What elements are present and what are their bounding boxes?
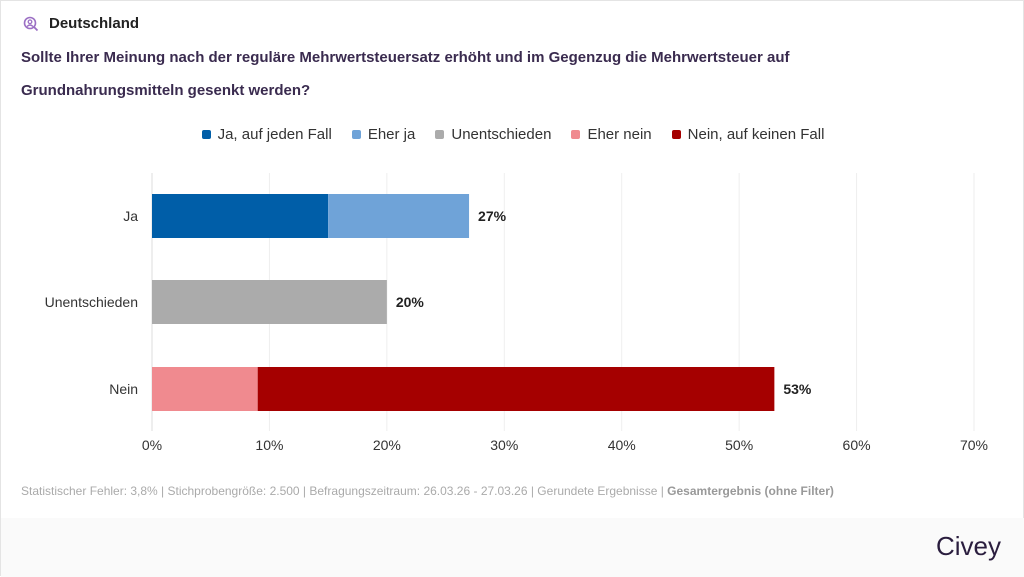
user-search-icon — [23, 16, 39, 31]
category-label: Nein — [109, 381, 138, 397]
legend-swatch — [435, 130, 445, 139]
legend-swatch — [201, 130, 211, 139]
category-label: Ja — [123, 208, 138, 224]
total-label: 20% — [396, 294, 425, 310]
x-tick-label: 30% — [490, 437, 518, 453]
chart: 0% 10% 20% 30% 40% 50% 60% 70% Ja 27% Unentschiede… — [45, 173, 988, 453]
legend-item[interactable]: Eher ja — [351, 126, 416, 143]
footer-filter: Gesamtergebnis (ohne Filter) — [667, 484, 834, 498]
x-tick-label: 10% — [255, 437, 283, 453]
bar-segment — [328, 194, 470, 238]
x-tick-label: 70% — [960, 437, 988, 453]
bar-segment — [152, 367, 258, 411]
legend-label: Nein, auf keinen Fall — [687, 126, 825, 143]
civey-logo[interactable]: Civey — [935, 531, 1001, 561]
region-label: Deutschland — [49, 15, 140, 32]
bar-segment — [152, 194, 329, 238]
legend-swatch — [671, 130, 681, 139]
legend-label: Eher ja — [367, 126, 416, 143]
legend-label: Ja, auf jeden Fall — [217, 126, 332, 143]
legend-label: Unentschieden — [451, 126, 552, 143]
legend: Ja, auf jeden Fall Eher ja Unentschieden Eh… — [1, 126, 1024, 143]
legend-item[interactable]: Eher nein — [571, 126, 652, 143]
legend-item[interactable]: Unentschieden — [435, 126, 551, 143]
legend-item[interactable]: Nein, auf keinen Fall — [671, 126, 825, 143]
legend-swatch — [571, 130, 581, 139]
x-tick-label: 50% — [725, 437, 753, 453]
footer-text: Statistischer Fehler: 3,8% | Stichproben… — [21, 484, 668, 498]
question-title: Sollte Ihrer Meinung nach der reguläre M… — [21, 49, 790, 99]
footer-notes: Statistischer Fehler: 3,8% | Stichproben… — [21, 484, 834, 498]
x-tick-label: 20% — [373, 437, 401, 453]
category-label: Unentschieden — [45, 294, 138, 310]
bar-segment — [152, 280, 387, 324]
total-label: 53% — [783, 381, 812, 397]
legend-label: Eher nein — [587, 126, 652, 143]
x-tick-label: 40% — [608, 437, 636, 453]
bar-segment — [257, 367, 775, 411]
legend-swatch — [351, 130, 361, 139]
legend-item[interactable]: Ja, auf jeden Fall — [201, 126, 332, 143]
region-header: Deutschland — [23, 15, 139, 32]
x-tick-label: 60% — [843, 437, 871, 453]
footer-band — [1, 518, 1024, 577]
total-label: 27% — [478, 208, 507, 224]
x-tick-label: 0% — [142, 437, 162, 453]
